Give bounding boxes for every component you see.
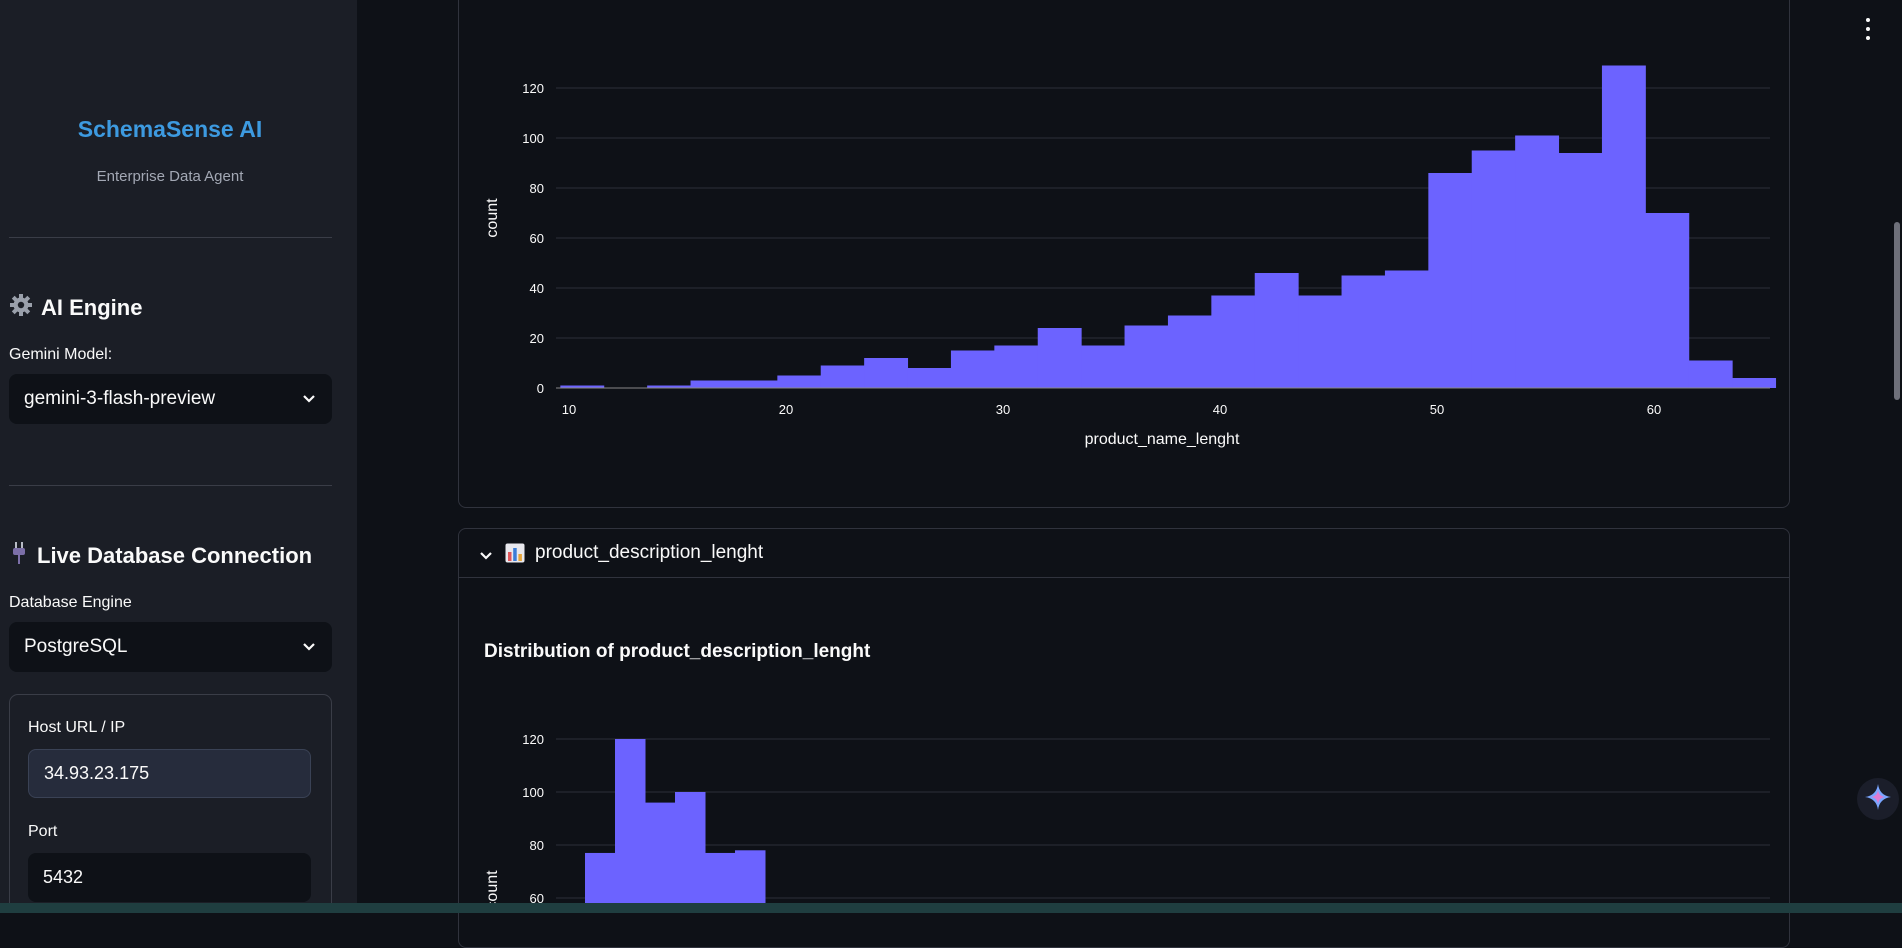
chevron-down-icon: [302, 636, 316, 658]
x-tick-label: 50: [1430, 402, 1444, 417]
gemini-model-label: Gemini Model:: [9, 346, 113, 363]
ai-engine-heading: AI Engine: [9, 293, 142, 323]
histogram-bar: [733, 380, 778, 388]
chevron-down-icon: [479, 548, 493, 560]
histogram-bar: [647, 385, 692, 388]
host-input-value: 34.93.23.175: [44, 763, 150, 783]
histogram-bar: [1254, 273, 1299, 388]
expander-label: product_description_lenght: [535, 542, 764, 563]
histogram-bar: [1558, 153, 1603, 388]
y-axis-label: count: [484, 870, 501, 910]
y-tick-label: 0: [537, 381, 544, 396]
sidebar: SchemaSense AI Enterprise Data Agent AI …: [0, 0, 357, 913]
dot: [1866, 27, 1870, 31]
histogram-product-description-length: 60 80 100 120 count: [484, 732, 1770, 913]
histogram-bar: [1471, 150, 1516, 388]
chart-title: Distribution of product_description_leng…: [484, 641, 871, 662]
x-tick-label: 20: [779, 402, 793, 417]
histogram-product-name-length: 0 20 40 60 80 100 120 10 20 30 40 50 60 product_name_…: [484, 65, 1777, 448]
x-tick-label: 10: [562, 402, 576, 417]
histogram-bar: [585, 852, 616, 913]
histogram-bar: [1211, 295, 1256, 388]
histogram-bar: [864, 358, 909, 388]
histogram-bar: [1298, 295, 1343, 388]
port-input[interactable]: 5432: [28, 853, 311, 902]
sparkle-assistant-button[interactable]: [1857, 778, 1899, 820]
x-tick-label: 30: [996, 402, 1010, 417]
histogram-bar: [950, 350, 995, 388]
sparkle-icon: [1863, 782, 1893, 817]
histogram-bar: [1081, 345, 1126, 388]
gear-icon: [9, 293, 33, 323]
dot: [1866, 18, 1870, 22]
y-axis-label: count: [484, 198, 501, 238]
x-axis-label: product_name_lenght: [1085, 431, 1240, 448]
bar-chart-icon: [505, 543, 525, 563]
histogram-bar: [1515, 135, 1560, 388]
histogram-bar: [690, 380, 735, 388]
histogram-bar: [705, 852, 736, 913]
histogram-bar: [1167, 315, 1212, 388]
histogram-bar: [1124, 325, 1169, 388]
histogram-bar: [907, 368, 952, 388]
sidebar-divider: [9, 485, 332, 486]
histogram-bar: [1341, 275, 1386, 388]
chevron-down-icon: [302, 388, 316, 410]
gemini-model-value: gemini-3-flash-preview: [24, 388, 216, 409]
y-tick-label: 60: [530, 231, 544, 246]
histogram-bar: [615, 739, 646, 913]
host-input[interactable]: 34.93.23.175: [28, 749, 311, 798]
expander-panel-name-length: [458, 0, 1790, 508]
histogram-bar: [1688, 360, 1733, 388]
plug-icon: [9, 541, 29, 571]
x-tick-label: 40: [1213, 402, 1227, 417]
db-engine-label: Database Engine: [9, 594, 132, 611]
histogram-bar: [1037, 328, 1082, 388]
x-tick-label: 60: [1647, 402, 1661, 417]
y-tick-label: 120: [522, 81, 544, 96]
sidebar-divider: [9, 237, 332, 238]
histogram-bar: [1601, 65, 1646, 388]
histogram-bar: [735, 850, 766, 913]
histogram-bar: [994, 345, 1039, 388]
histogram-bar: [777, 375, 822, 388]
histogram-bar: [675, 792, 706, 913]
y-tick-label: 100: [522, 131, 544, 146]
connection-form: [9, 694, 332, 913]
db-connection-heading-text: Live Database Connection: [37, 543, 313, 568]
expander-header-description-length[interactable]: product_description_lenght: [459, 529, 1789, 578]
port-input-value: 5432: [43, 867, 84, 887]
histogram-bar: [1645, 213, 1690, 388]
y-tick-label: 80: [530, 181, 544, 196]
y-tick-label: 20: [530, 331, 544, 346]
host-label: Host URL / IP: [28, 719, 126, 736]
histogram-bar: [1428, 173, 1473, 388]
db-engine-select[interactable]: PostgreSQL: [9, 622, 332, 672]
scrollbar-thumb[interactable]: [1894, 222, 1900, 400]
y-tick-label: 80: [530, 838, 544, 853]
gemini-model-select[interactable]: gemini-3-flash-preview: [9, 374, 332, 424]
histogram-bar: [560, 385, 605, 388]
db-connection-heading: Live Database Connection: [9, 541, 312, 571]
brand-title: SchemaSense AI: [77, 116, 263, 142]
y-tick-label: 60: [530, 891, 544, 906]
y-tick-label: 40: [530, 281, 544, 296]
main-menu-button[interactable]: [1864, 18, 1872, 40]
bottom-strip: [0, 903, 1902, 913]
port-label: Port: [28, 823, 58, 840]
y-tick-label: 120: [522, 732, 544, 747]
histogram-bar: [1732, 378, 1777, 388]
db-engine-value: PostgreSQL: [24, 636, 128, 657]
brand-subtitle: Enterprise Data Agent: [96, 168, 244, 185]
ai-engine-heading-text: AI Engine: [41, 295, 143, 320]
histogram-bar: [820, 365, 865, 388]
histogram-bar: [1384, 270, 1429, 388]
y-tick-label: 100: [522, 785, 544, 800]
histogram-bar: [645, 802, 676, 913]
dot: [1866, 36, 1870, 40]
